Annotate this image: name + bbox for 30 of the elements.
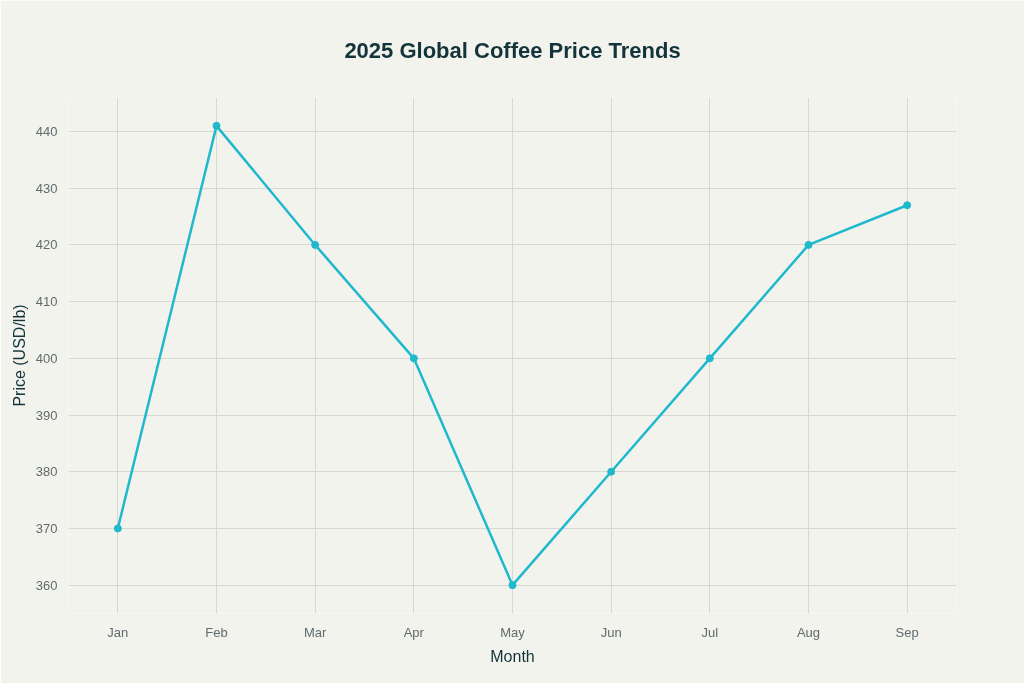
x-tick-label: Mar bbox=[303, 624, 328, 640]
y-axis-title: Price (USD/lb) bbox=[10, 304, 28, 407]
y-tick-label: 440 bbox=[35, 124, 58, 140]
x-tick-label: Jun bbox=[600, 624, 622, 640]
x-tick-label: Aug bbox=[796, 624, 821, 640]
point bbox=[508, 581, 517, 590]
point bbox=[212, 121, 221, 130]
y-tick-label: 360 bbox=[35, 577, 58, 593]
point bbox=[903, 201, 912, 210]
point bbox=[409, 354, 418, 363]
point bbox=[705, 354, 714, 363]
point bbox=[607, 467, 616, 476]
y-tick-label: 380 bbox=[35, 464, 58, 480]
y-tick-label: 430 bbox=[35, 180, 58, 196]
y-tick-label: 400 bbox=[35, 350, 58, 366]
x-axis-title: Month bbox=[490, 647, 535, 665]
y-tick-label: 390 bbox=[35, 407, 58, 423]
x-tick-label: Sep bbox=[895, 624, 919, 640]
y-tick-label: 410 bbox=[35, 294, 58, 310]
chart-title: 2025 Global Coffee Price Trends bbox=[344, 37, 681, 63]
y-tick-label: 370 bbox=[35, 520, 58, 536]
x-tick-label: Feb bbox=[205, 624, 228, 640]
x-tick-label: Apr bbox=[403, 624, 425, 640]
point bbox=[113, 524, 122, 533]
x-tick-label: Jul bbox=[701, 624, 719, 640]
point bbox=[311, 240, 320, 249]
y-tick-label: 420 bbox=[35, 237, 58, 253]
point bbox=[804, 240, 813, 249]
x-tick-label: May bbox=[500, 624, 526, 640]
x-tick-label: Jan bbox=[107, 624, 129, 640]
